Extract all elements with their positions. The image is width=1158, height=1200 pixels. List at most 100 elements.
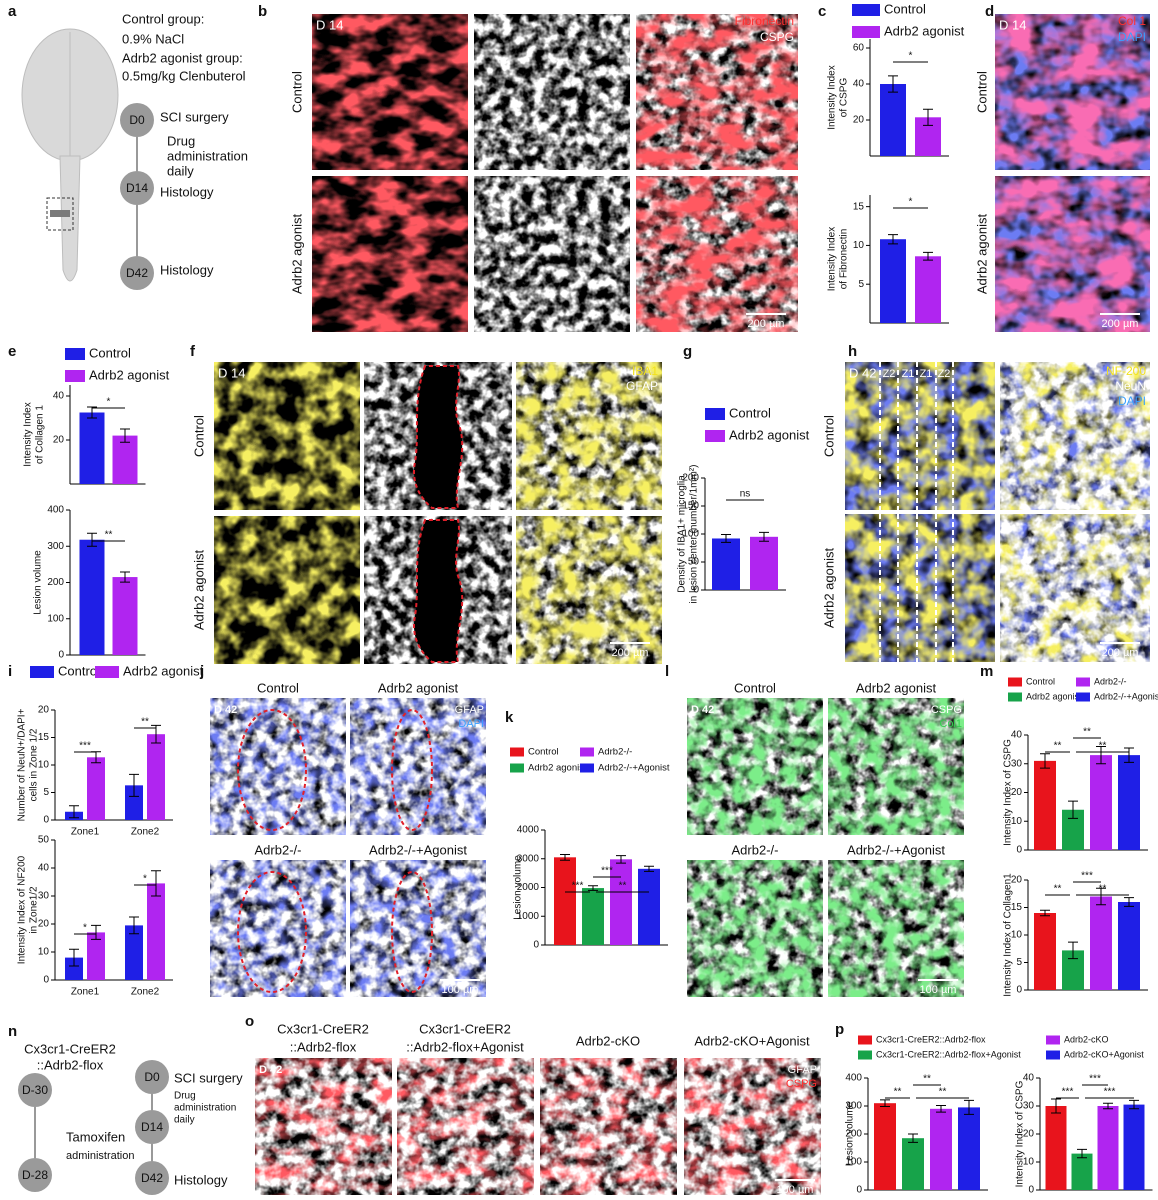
bar (79, 412, 105, 484)
y-tick-label: 30 (1011, 758, 1023, 769)
bar (582, 888, 604, 945)
bar (1097, 1106, 1119, 1190)
timeline-node (135, 1110, 169, 1144)
legend-label: Cx3cr1-CreER2::Adrb2-flox (876, 1034, 986, 1044)
y-tick-label: 0 (856, 1185, 862, 1196)
error-bar (880, 1099, 890, 1108)
legend-swatch (65, 348, 85, 360)
significance-label: ** (894, 1087, 902, 1098)
significance-label: ** (1054, 884, 1062, 895)
group-header: Control (734, 680, 776, 695)
significance-label: ** (1083, 727, 1091, 738)
panel-letter: l (665, 663, 669, 680)
stain (845, 362, 995, 510)
zone-label: Z2 (938, 368, 951, 380)
error-bar (69, 948, 79, 967)
panel-letter: e (8, 343, 16, 360)
label: CSPG (760, 30, 794, 44)
significance-label: *** (1089, 1074, 1101, 1085)
y-tick-label: 0 (58, 650, 64, 661)
stain (687, 698, 823, 835)
legend-swatch (30, 666, 54, 678)
x-tick-label: Zone1 (71, 827, 100, 838)
significance-label: ** (619, 881, 627, 892)
stain (636, 176, 798, 332)
node-label: D0 (129, 113, 145, 127)
bar (1071, 1153, 1093, 1190)
bar (1062, 950, 1084, 990)
error-bar (888, 234, 898, 245)
timeline-note: daily (174, 1115, 195, 1126)
significance-label: * (83, 923, 87, 934)
injury-box (46, 197, 74, 231)
stain (214, 362, 360, 510)
y-tick-label: 0 (1016, 845, 1022, 856)
stain (474, 176, 630, 332)
group-header: Cx3cr1-CreER2 (419, 1021, 511, 1036)
group-header: Adrb2-/- (255, 842, 302, 857)
timeline-note: daily (167, 163, 194, 178)
significance-label: ** (1099, 741, 1107, 752)
y-tick-label: 2000 (517, 882, 540, 893)
bar (1090, 896, 1112, 990)
y-axis-label: Intensity Index of Collagen1 (1003, 873, 1014, 997)
label: D 42 (691, 704, 714, 716)
bar (65, 957, 83, 980)
bar (610, 859, 632, 945)
stain (1000, 514, 1150, 662)
y-tick-label: 50 (688, 557, 700, 568)
legend-swatch (1076, 677, 1090, 687)
stain (636, 14, 798, 170)
panel-letter: d (985, 3, 994, 20)
y-tick-label: 300 (845, 1101, 862, 1112)
legend-swatch (95, 666, 119, 678)
stain (210, 698, 346, 835)
stain (828, 698, 964, 835)
legend-label: Adrb2-/- (598, 747, 632, 758)
legend-label: Adrb2 agonist (89, 367, 170, 382)
error-bar (1103, 1102, 1113, 1110)
panel-letter: g (683, 343, 692, 360)
timeline-note: administration (174, 1103, 236, 1114)
group-header: ::Adrb2-flox+Agonist (406, 1039, 524, 1054)
y-tick-label: 40 (38, 863, 50, 874)
timeline-event: Tamoxifen (66, 1129, 125, 1144)
y-tick-label: 20 (1023, 1129, 1035, 1140)
bar (79, 539, 105, 655)
panel-letter: k (505, 709, 514, 726)
significance-label: ** (141, 717, 149, 728)
error-bar (120, 428, 130, 443)
y-tick-label: 200 (682, 473, 699, 484)
timeline-node (135, 1060, 169, 1094)
significance-label: ** (939, 1087, 947, 1098)
label: DAPI (1118, 30, 1146, 44)
y-tick-label: 200 (845, 1129, 862, 1140)
error-bar (1124, 747, 1134, 763)
strain: ::Adrb2-flox (37, 1057, 104, 1072)
y-tick-label: 10 (1011, 930, 1023, 941)
legend-label: Adrb2 agonist (123, 663, 204, 678)
y-axis-label: Intensity Index (827, 227, 838, 291)
y-tick-label: 3000 (517, 853, 540, 864)
y-tick-label: 40 (53, 391, 65, 402)
injury (50, 210, 70, 217)
y-tick-label: 40 (1011, 730, 1023, 741)
y-tick-label: 5 (858, 279, 864, 290)
error-bar (616, 855, 626, 864)
y-axis-label: Intensity Index of CSPG (1003, 739, 1014, 846)
error-bar (1077, 1148, 1087, 1159)
bar (147, 734, 165, 820)
bar (1090, 755, 1112, 850)
cord (59, 155, 81, 282)
legend-swatch (705, 408, 725, 420)
panel-letter: j (199, 663, 204, 680)
timeline-note: Drug (174, 1091, 196, 1102)
node-label: D-30 (22, 1083, 48, 1097)
y-axis-label: of CSPG (839, 78, 850, 118)
error-bar (1040, 753, 1050, 769)
bar (638, 868, 660, 945)
label: DAPI (1118, 394, 1146, 408)
group-header: Adrb2-/-+Agonist (847, 842, 945, 857)
node-label: D14 (126, 181, 148, 195)
y-tick-label: 30 (1023, 1101, 1035, 1112)
